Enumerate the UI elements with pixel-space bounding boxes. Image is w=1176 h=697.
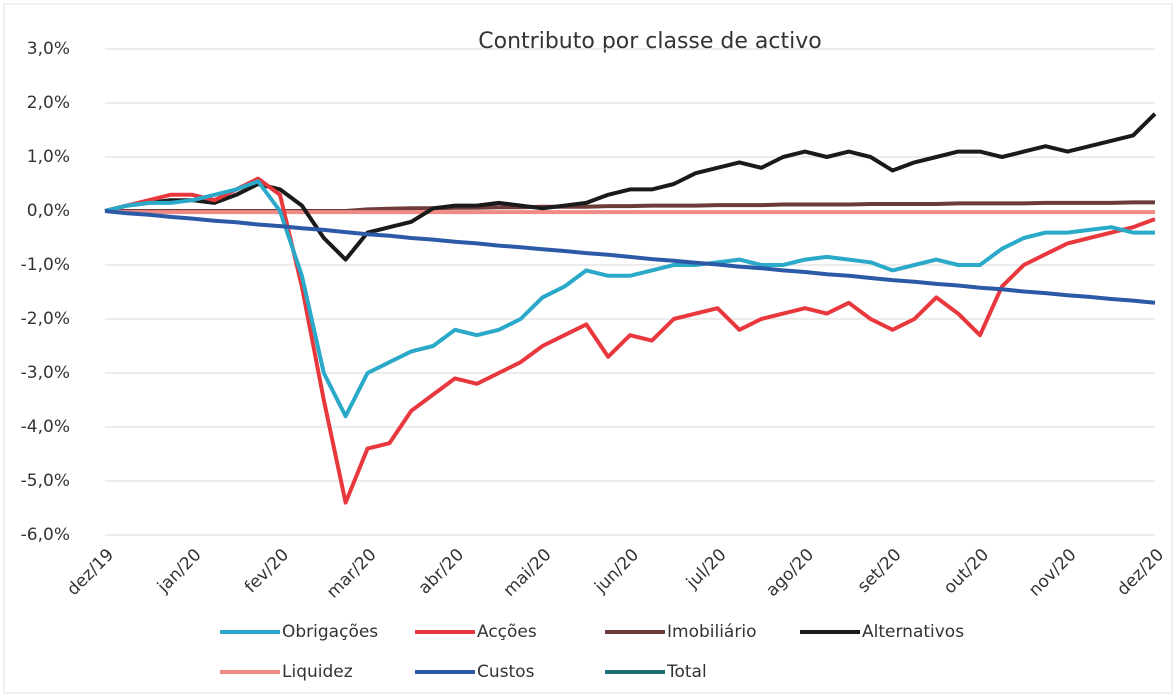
y-tick-label: 3,0% xyxy=(27,39,70,59)
y-tick-label: -4,0% xyxy=(21,417,70,437)
y-tick-label: -1,0% xyxy=(21,255,70,275)
x-tick-label: set/20 xyxy=(854,545,906,597)
legend-label: Imobiliário xyxy=(667,622,756,642)
x-tick-label: nov/20 xyxy=(1025,545,1081,601)
x-tick-label: jun/20 xyxy=(590,545,643,598)
y-tick-label: 0,0% xyxy=(27,201,70,221)
x-tick-label: dez/20 xyxy=(1113,545,1168,600)
x-tick-label: jul/20 xyxy=(682,545,731,594)
y-tick-label: 2,0% xyxy=(27,93,70,113)
x-tick-label: mar/20 xyxy=(323,545,381,603)
series-line xyxy=(104,209,1156,305)
x-tick-label: out/20 xyxy=(940,545,993,598)
legend-label: Acções xyxy=(477,622,537,642)
legend-label: Alternativos xyxy=(862,622,964,642)
x-tick-label: ago/20 xyxy=(762,545,818,601)
y-tick-label: -6,0% xyxy=(21,525,70,545)
x-tick-label: fev/20 xyxy=(241,545,293,597)
series-line xyxy=(104,209,1155,215)
y-tick-label: 1,0% xyxy=(27,147,70,167)
x-tick-label: jan/20 xyxy=(153,545,206,598)
legend-label: Custos xyxy=(477,662,535,682)
x-tick-label: mai/20 xyxy=(500,545,556,601)
x-tick-label: abr/20 xyxy=(415,545,468,598)
chart-frame xyxy=(3,3,1173,694)
legend-label: Total xyxy=(666,662,707,682)
chart-title: Contributo por classe de activo xyxy=(478,29,821,54)
series-line xyxy=(104,112,1157,262)
series-line xyxy=(104,179,1155,419)
series-line xyxy=(104,176,1156,505)
x-tick-label: dez/19 xyxy=(63,545,118,600)
series-line xyxy=(105,200,1155,213)
y-tick-label: -5,0% xyxy=(21,471,70,491)
legend-label: Liquidez xyxy=(282,662,353,682)
legend-label: Obrigações xyxy=(282,622,378,642)
y-tick-label: -2,0% xyxy=(21,309,70,329)
y-tick-label: -3,0% xyxy=(21,363,70,383)
